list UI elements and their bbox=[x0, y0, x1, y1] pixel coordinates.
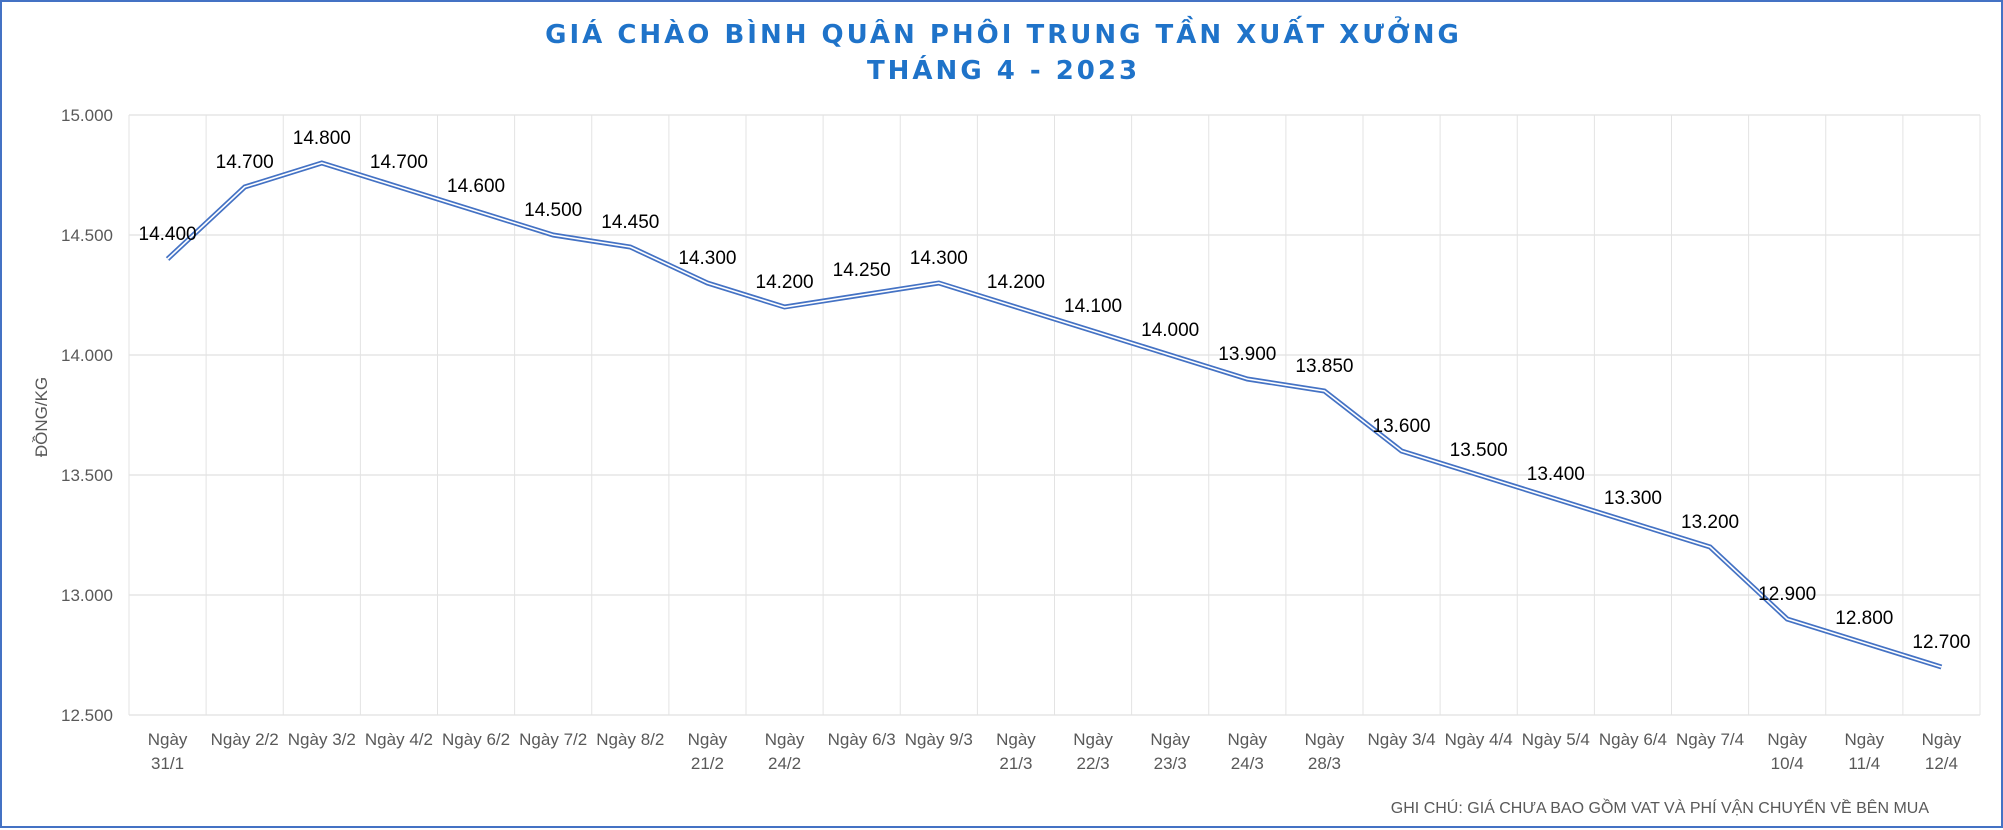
x-tick-label: Ngày 21/3 bbox=[996, 730, 1036, 773]
footnote: GHI CHÚ: GIÁ CHƯA BAO GỒM VAT VÀ PHÍ VẬN… bbox=[1390, 800, 1929, 817]
x-tick-label: Ngày 5/4 bbox=[1522, 730, 1590, 749]
data-label: 14.000 bbox=[1141, 320, 1199, 341]
data-label: 14.700 bbox=[370, 152, 428, 173]
x-tick-label: Ngày 7/4 bbox=[1676, 730, 1744, 749]
data-label: 14.450 bbox=[601, 212, 659, 233]
data-label: 13.500 bbox=[1450, 440, 1508, 461]
chart-title: GIÁ CHÀO BÌNH QUÂN PHÔI TRUNG TẦN XUẤT X… bbox=[545, 20, 1462, 50]
data-label: 14.200 bbox=[987, 272, 1045, 293]
x-tick-label: Ngày 3/4 bbox=[1368, 730, 1436, 749]
x-tick-label: Ngày 8/2 bbox=[596, 730, 664, 749]
data-label: 12.800 bbox=[1835, 608, 1893, 629]
y-tick-label: 15.000 bbox=[61, 106, 113, 125]
data-label: 14.100 bbox=[1064, 296, 1122, 317]
y-tick-label: 14.500 bbox=[61, 226, 113, 245]
data-label: 14.300 bbox=[678, 248, 736, 269]
data-label: 12.700 bbox=[1912, 632, 1970, 653]
x-tick-label: Ngày 21/2 bbox=[688, 730, 728, 773]
series-line bbox=[165, 160, 1943, 670]
y-tick-label: 14.000 bbox=[61, 346, 113, 365]
data-label: 13.300 bbox=[1604, 488, 1662, 509]
gridlines bbox=[128, 114, 1981, 716]
x-tick-label: Ngày 6/4 bbox=[1599, 730, 1667, 749]
data-label: 14.600 bbox=[447, 176, 505, 197]
data-label: 14.200 bbox=[756, 272, 814, 293]
chart-subtitle: THÁNG 4 - 2023 bbox=[866, 56, 1141, 86]
data-label: 14.250 bbox=[833, 260, 891, 281]
data-label: 13.200 bbox=[1681, 512, 1739, 533]
x-tick-label: Ngày 4/4 bbox=[1445, 730, 1513, 749]
x-tick-label: Ngày 23/3 bbox=[1150, 730, 1190, 773]
series-line-inner bbox=[167, 162, 1942, 668]
data-label: 14.700 bbox=[216, 152, 274, 173]
x-tick-label: Ngày 7/2 bbox=[519, 730, 587, 749]
y-axis-label: ĐỒNG/KG bbox=[32, 377, 51, 457]
x-tick-label: Ngày 28/3 bbox=[1305, 730, 1345, 773]
data-label: 12.900 bbox=[1758, 584, 1816, 605]
data-label: 13.400 bbox=[1527, 464, 1585, 485]
data-label: 14.400 bbox=[139, 224, 197, 245]
data-label: 14.800 bbox=[293, 128, 351, 149]
x-tick-label: Ngày 12/4 bbox=[1922, 730, 1962, 773]
x-tick-label: Ngày 24/3 bbox=[1227, 730, 1267, 773]
x-tick-label: Ngày 22/3 bbox=[1073, 730, 1113, 773]
y-axis: 12.500 13.000 13.500 14.000 14.500 15.000 bbox=[61, 106, 113, 725]
data-label: 13.850 bbox=[1295, 356, 1353, 377]
x-tick-label: Ngày 6/3 bbox=[828, 730, 896, 749]
data-label: 14.500 bbox=[524, 200, 582, 221]
x-tick-label: Ngày 10/4 bbox=[1767, 730, 1807, 773]
x-tick-label: Ngày 4/2 bbox=[365, 730, 433, 749]
y-tick-label: 12.500 bbox=[61, 706, 113, 725]
y-tick-label: 13.000 bbox=[61, 586, 113, 605]
x-tick-label: Ngày 6/2 bbox=[442, 730, 510, 749]
y-tick-label: 13.500 bbox=[61, 466, 113, 485]
data-label: 14.300 bbox=[910, 248, 968, 269]
x-tick-label: Ngày 31/1 bbox=[148, 730, 188, 773]
x-tick-label: Ngày 24/2 bbox=[765, 730, 805, 773]
x-axis: Ngày 31/1 Ngày 2/2 Ngày 3/2 Ngày 4/2 Ngày 6/2… bbox=[148, 730, 1962, 773]
x-tick-label: Ngày 11/4 bbox=[1844, 730, 1884, 773]
data-labels: 14.400 14.700 14.800 14.700 14.600 14.500 14.4… bbox=[139, 128, 1971, 653]
x-tick-label: Ngày 9/3 bbox=[905, 730, 973, 749]
data-label: 13.600 bbox=[1373, 416, 1431, 437]
data-label: 13.900 bbox=[1218, 344, 1276, 365]
x-tick-label: Ngày 3/2 bbox=[288, 730, 356, 749]
x-tick-label: Ngày 2/2 bbox=[211, 730, 279, 749]
